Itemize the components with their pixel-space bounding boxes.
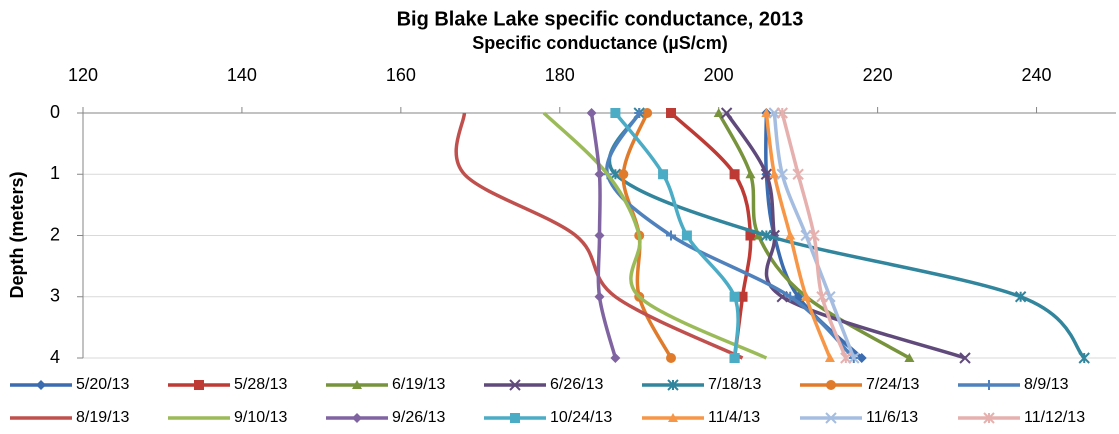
data-point [816, 291, 828, 303]
data-point [776, 168, 788, 180]
legend-marker [826, 380, 836, 390]
data-point [713, 108, 724, 117]
legend-label: 8/19/13 [76, 409, 129, 426]
data-point [642, 108, 653, 118]
legend-label: 7/18/13 [708, 376, 761, 393]
legend-marker [510, 413, 520, 423]
y-tick-label: 2 [50, 224, 60, 244]
data-point [666, 230, 677, 241]
data-point [681, 230, 692, 241]
x-tick-label: 240 [1022, 65, 1052, 85]
data-point [769, 169, 780, 179]
data-point [761, 108, 772, 117]
data-point [729, 169, 740, 180]
x-tick-label: 140 [227, 65, 257, 85]
data-point [634, 108, 645, 118]
x-axis-label: Specific conductance (µS/cm) [472, 33, 727, 53]
legend-marker [352, 380, 362, 389]
data-point [801, 291, 812, 301]
legend-label: 9/26/13 [392, 409, 445, 426]
data-point [776, 107, 788, 119]
y-tick-label: 4 [50, 347, 60, 367]
legend-marker [983, 412, 995, 424]
data-point [808, 229, 820, 242]
chart-title: Big Blake Lake specific conductance, 201… [397, 8, 804, 30]
x-tick-label: 220 [863, 65, 893, 85]
legend-label: 6/19/13 [392, 376, 445, 393]
legend-marker [825, 412, 837, 424]
legend-marker [352, 413, 362, 423]
legend-label: 8/9/13 [1024, 376, 1069, 393]
data-point [729, 353, 740, 363]
data-point [745, 169, 756, 179]
data-point [737, 291, 748, 302]
data-point [792, 168, 804, 180]
legend-label: 5/20/13 [76, 376, 129, 393]
data-point [753, 230, 764, 240]
data-point [904, 353, 915, 362]
data-point [720, 107, 733, 119]
legend-label: 7/24/13 [866, 376, 919, 393]
legend-marker [667, 379, 679, 391]
data-point [856, 353, 867, 363]
data-point [658, 169, 669, 180]
legend-label: 6/26/13 [550, 376, 603, 393]
x-tick-label: 180 [545, 65, 575, 85]
data-point [610, 108, 621, 118]
legend-label: 11/4/13 [708, 409, 760, 426]
data-point [586, 108, 597, 118]
data-point [594, 291, 605, 302]
legend-label: 9/10/13 [234, 409, 287, 426]
legend-marker [194, 380, 204, 390]
series-line [725, 112, 966, 360]
series-line [542, 111, 768, 360]
legend-marker [668, 413, 678, 422]
y-tick-label: 3 [50, 286, 60, 306]
legend-label: 5/28/13 [234, 376, 287, 393]
series-line [607, 112, 1086, 360]
data-point [1014, 291, 1027, 303]
data-point [785, 291, 796, 302]
data-point [729, 291, 740, 302]
legend-label: 11/12/13 [1024, 409, 1085, 426]
x-tick-label: 160 [386, 65, 416, 85]
data-point [1078, 352, 1090, 364]
x-tick-label: 200 [704, 65, 734, 85]
x-tick-label: 120 [68, 65, 98, 85]
y-tick-label: 1 [50, 163, 60, 183]
legend-marker [984, 380, 994, 390]
data-point [824, 353, 835, 362]
y-tick-label: 0 [50, 102, 60, 122]
data-point [785, 230, 796, 240]
data-point [745, 230, 756, 241]
legend-label: 10/24/13 [550, 409, 612, 426]
data-point [666, 108, 677, 118]
data-point [618, 169, 629, 180]
data-point [959, 352, 971, 364]
legend-marker [36, 380, 46, 390]
data-point [760, 229, 773, 242]
series-line [454, 112, 744, 360]
legend-marker [509, 379, 521, 391]
legend-label: 11/6/13 [866, 409, 918, 426]
data-point [666, 353, 677, 363]
y-axis-label: Depth (meters) [7, 171, 27, 298]
data-point [594, 230, 605, 241]
data-point [610, 353, 621, 363]
data-point [840, 352, 852, 364]
data-point [594, 169, 605, 180]
